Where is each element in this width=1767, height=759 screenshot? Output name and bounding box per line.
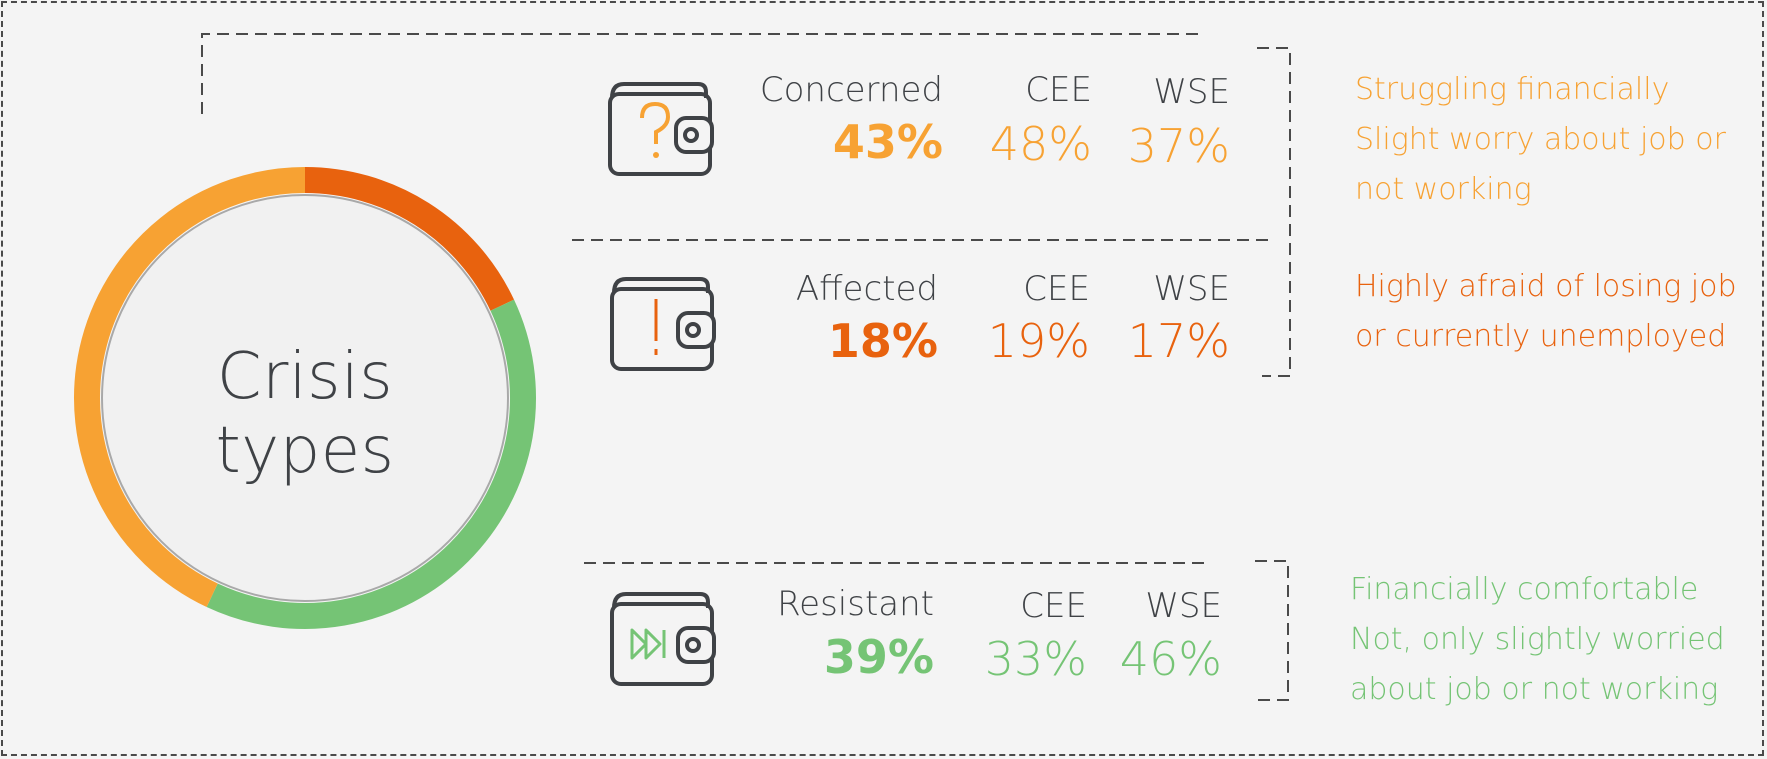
description-line: Slight worry about job or (1355, 122, 1726, 157)
donut-slice-resistant (206, 299, 536, 629)
bracket-bottom (1255, 560, 1289, 701)
wallet-fast-forward-icon (610, 592, 716, 686)
description-line: Struggling financially (1355, 72, 1670, 107)
donut-slice-affected (304, 167, 515, 311)
category-label-affected: Affected (795, 269, 938, 309)
cee-label: CEE (1023, 269, 1090, 309)
wse-concerned: 37% (1127, 119, 1230, 173)
cee-resistant: 33% (984, 632, 1087, 686)
category-label-concerned: Concerned (759, 70, 943, 110)
description-line: Highly afraid of losing job (1355, 269, 1737, 304)
description-resistant: Financially comfortable Not, only slight… (1350, 565, 1725, 715)
cee-affected: 19% (987, 314, 1090, 368)
donut-slice-concerned (74, 167, 306, 608)
bracket-top (1257, 47, 1291, 377)
donut-chart (74, 167, 536, 629)
cee-concerned: 48% (989, 117, 1092, 171)
wallet-question-icon (608, 82, 714, 176)
donut-inner-circle (101, 194, 509, 602)
total-resistant: 39% (823, 630, 934, 684)
description-line: about job or not working (1350, 672, 1719, 707)
total-concerned: 43% (832, 115, 943, 169)
cee-label: CEE (1025, 70, 1092, 110)
description-line: Not, only slightly worried (1350, 622, 1725, 657)
cee-label: CEE (1020, 586, 1087, 626)
description-affected: Highly afraid of losing job or currently… (1355, 262, 1737, 362)
wse-affected: 17% (1127, 314, 1230, 368)
description-concerned: Struggling financially Slight worry abou… (1355, 65, 1726, 215)
total-affected: 18% (827, 314, 938, 368)
description-line: Financially comfortable (1350, 572, 1699, 607)
category-label-resistant: Resistant (777, 584, 934, 624)
chart-title: Crisis types (215, 340, 395, 488)
wse-label: WSE (1145, 586, 1222, 626)
description-line: or currently unemployed (1355, 319, 1727, 354)
wallet-exclamation-icon (610, 277, 716, 371)
description-line: not working (1355, 172, 1532, 207)
connector-line (201, 33, 1205, 114)
wse-resistant: 46% (1119, 632, 1222, 686)
wse-label: WSE (1153, 269, 1230, 309)
wse-label: WSE (1153, 72, 1230, 112)
